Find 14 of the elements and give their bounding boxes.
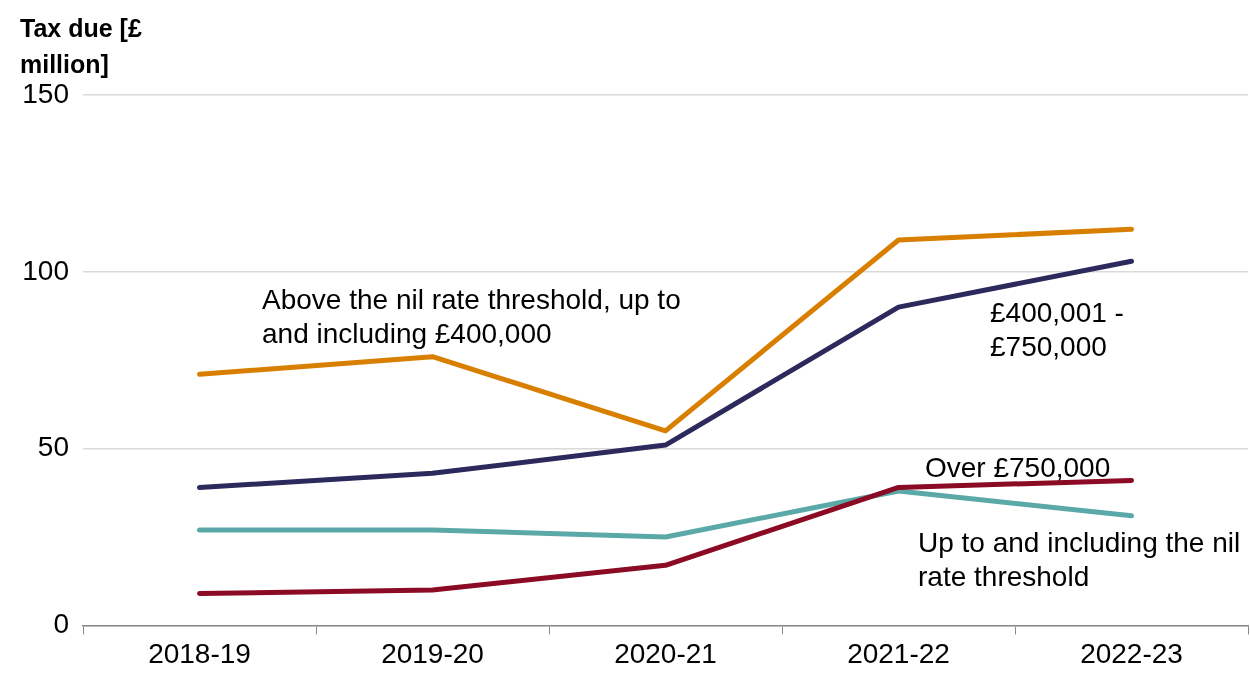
series-label: Over £750,000 <box>925 451 1111 483</box>
x-tick-label: 2020-21 <box>614 637 717 669</box>
y-tick-label: 150 <box>22 77 69 109</box>
y-tick-label: 50 <box>37 431 69 463</box>
x-tick-label: 2019-20 <box>381 637 484 669</box>
y-tick-label: 100 <box>22 254 69 286</box>
x-tick-label: 2018-19 <box>148 637 251 669</box>
series-label: Above the nil rate threshold, up to and including £400,000 <box>262 283 681 349</box>
x-tick-label: 2022-23 <box>1080 637 1183 669</box>
x-tick-label: 2021-22 <box>847 637 950 669</box>
y-tick-label: 0 <box>53 608 69 640</box>
series-label: Up to and including the nil rate threshold <box>918 526 1241 592</box>
y-axis-title: Tax due [£ million] <box>20 13 143 80</box>
series-label: £400,001 - £750,000 <box>990 296 1124 362</box>
